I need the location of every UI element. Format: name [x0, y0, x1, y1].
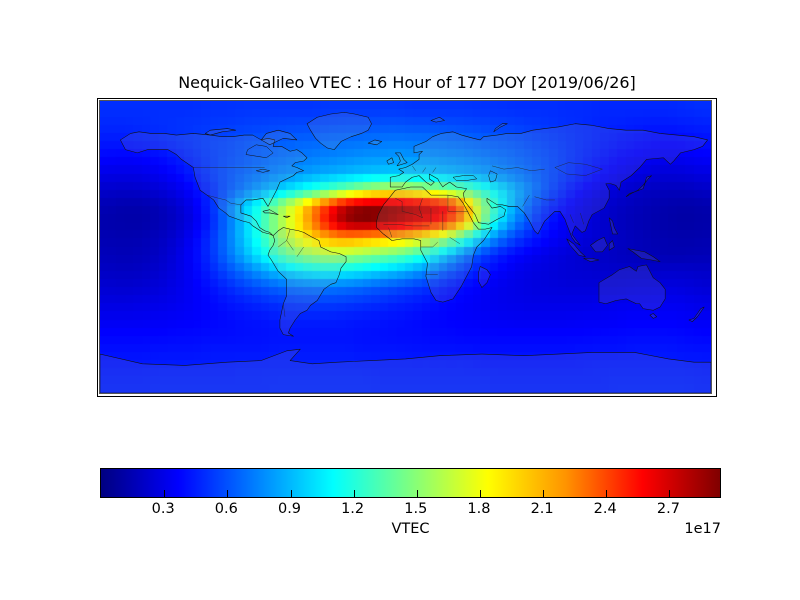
great-lakes [256, 169, 270, 172]
black-sea [453, 176, 477, 181]
new-zealand [689, 307, 704, 322]
colorbar-tick-label: 1.5 [404, 501, 428, 517]
java [584, 258, 599, 261]
colorbar-tick-mark [479, 490, 481, 497]
colorbar-tick-labels: 0.3 0.6 0.9 1.2 1.5 1.8 2.1 2.4 2.7 [100, 501, 721, 521]
ireland [387, 158, 394, 164]
colorbar-axis-label: VTEC [391, 521, 430, 537]
australia [599, 265, 665, 310]
madagascar [478, 266, 490, 287]
colorbar-tick-mark [290, 490, 292, 497]
baffin-island [261, 130, 297, 145]
eurasia [390, 124, 707, 246]
philippines [609, 218, 617, 234]
tasmania [650, 314, 657, 319]
colorbar-tick-label: 2.4 [593, 501, 617, 517]
borneo [590, 237, 607, 252]
colorbar [100, 468, 721, 498]
colorbar-tick-label: 2.1 [530, 501, 554, 517]
colorbar-tick-label: 2.7 [656, 501, 680, 517]
coastlines-overlay [100, 101, 711, 393]
continent-outlines [100, 112, 711, 393]
chart-title: Nequick-Galileo VTEC : 16 Hour of 177 DO… [178, 73, 636, 92]
lakes-and-seas [246, 145, 497, 182]
hispaniola [283, 216, 290, 218]
country-borders [193, 163, 602, 317]
iceland [368, 140, 382, 145]
colorbar-scale-offset-label: 1e17 [684, 521, 721, 537]
new-guinea [628, 249, 660, 262]
south-america [268, 228, 346, 337]
colorbar-tick-mark [164, 490, 166, 497]
colorbar-tick-label: 0.3 [151, 501, 175, 517]
africa [377, 187, 492, 302]
colorbar-tick-label: 1.2 [341, 501, 365, 517]
colorbar-tick-label: 0.6 [214, 501, 238, 517]
victoria-island [205, 129, 236, 135]
colorbar-tick-mark [606, 490, 608, 497]
colorbar-tick-mark [543, 490, 545, 497]
sulawesi [609, 241, 614, 251]
sumatra [567, 239, 586, 257]
svalbard [431, 117, 445, 122]
novaya-zemlya [494, 124, 508, 132]
colorbar-tick-label: 0.9 [277, 501, 302, 517]
colorbar-tick-mark [669, 490, 671, 497]
cuba [263, 210, 278, 215]
colorbar-tick-mark [353, 490, 355, 497]
colorbar-tick-mark [227, 490, 229, 497]
map-axes [97, 98, 717, 397]
hudson-bay [246, 145, 273, 158]
north-america [120, 132, 307, 236]
map-boundary [99, 100, 712, 394]
great-britain [395, 153, 407, 166]
colorbar-tick-mark [416, 490, 418, 497]
caspian-sea [489, 171, 497, 182]
colorbar-tick-label: 1.8 [467, 501, 491, 517]
greenland [307, 112, 371, 149]
antarctica [100, 349, 711, 393]
japan [626, 176, 651, 197]
